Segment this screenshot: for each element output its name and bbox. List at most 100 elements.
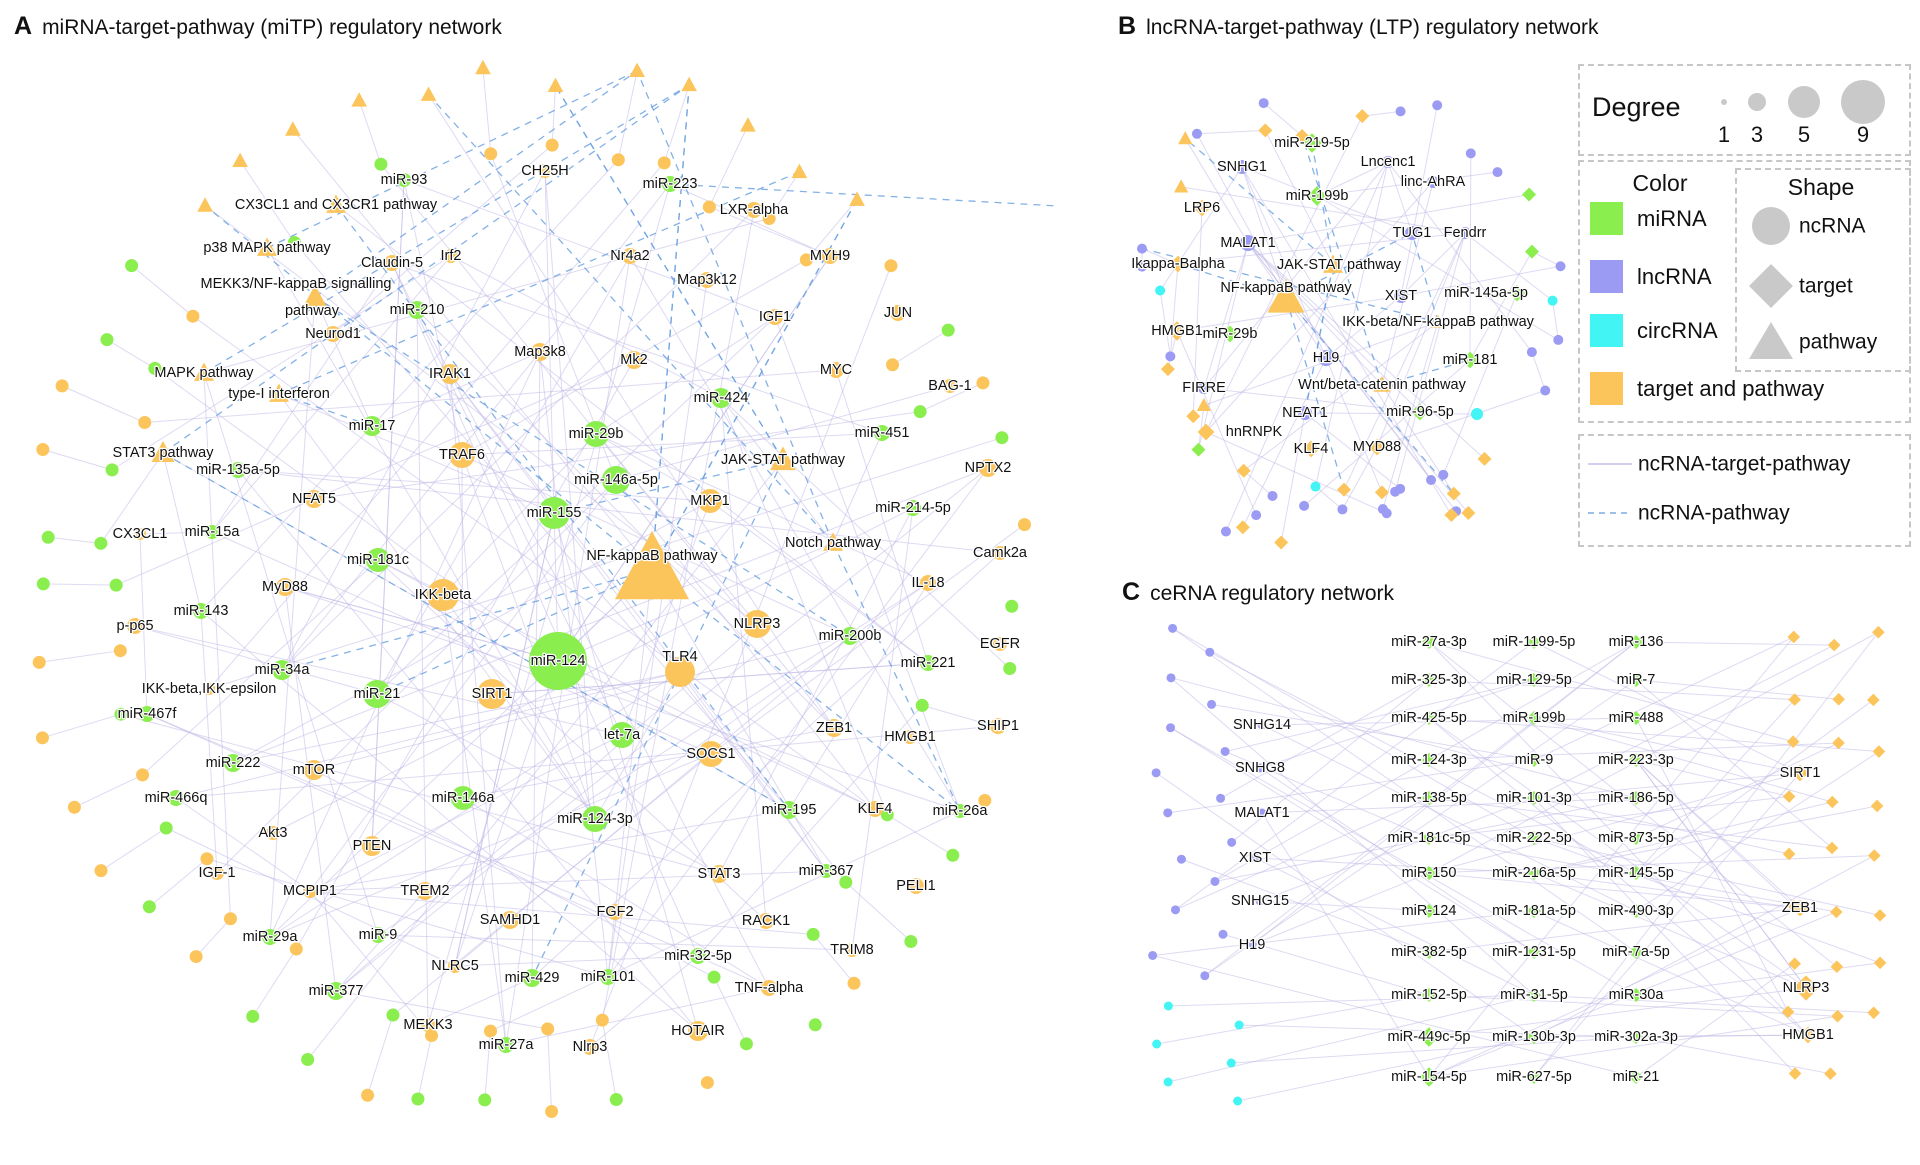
lncRNA-node [1191,128,1202,139]
lncRNA-node [1137,243,1147,254]
pathway-node [1196,397,1212,411]
ncRNA-target-pathway-edge [100,452,164,544]
node-label: miR-135a-5p [196,462,280,478]
ncRNA-target-pathway-edge [1428,907,1801,953]
target-node [541,1022,555,1036]
node-label: miR-488 [1609,710,1664,726]
ncRNA-target-pathway-edge [1155,772,1535,1038]
miRNA-node [114,707,128,721]
ncRNA-target-pathway-edge [1362,110,1401,117]
lncRNA-node [1216,793,1226,803]
circRNA-node [1310,481,1321,492]
ncRNA-target-pathway-edge [720,397,834,544]
ncRNA-target-pathway-edge [544,170,559,662]
ncRNA-target-pathway-edge [307,459,784,1060]
ncRNA-target-pathway-edge [454,635,851,967]
edges-solid [39,67,1881,1112]
ncRNA-target-pathway-edge [1175,797,1430,911]
circRNA-node [1234,1020,1244,1030]
ncRNA-target-pathway-edge [1176,330,1257,516]
node-label: Akt3 [258,825,287,841]
lncRNA-node [1220,526,1231,537]
target-diamond-node [1873,909,1887,922]
ncRNA-pathway-edge [531,459,784,979]
miRNA-diamond-node [1302,133,1322,153]
miRNA-diamond-node [1422,711,1436,725]
lncRNA-node [1540,385,1551,396]
node-label: SIRT1 [1780,765,1821,781]
node-label: Wnt/beta-catenin pathway [1298,377,1466,393]
node-label: TREM2 [400,883,449,899]
node-label: miR-30a [1609,987,1665,1003]
target-node [276,578,294,596]
lncRNA-node [1200,971,1210,981]
miRNA-diamond-node [1527,831,1541,845]
ncRNA-target-pathway-edge [1237,1036,1535,1102]
ncRNA-target-pathway-edge [48,536,101,544]
miRNA-diamond-node [1422,753,1436,767]
ncRNA-target-pathway-edge [1552,300,1559,340]
ncRNA-target-pathway-edge [887,814,954,856]
node-label: miR-124 [531,653,586,669]
ncRNA-target-pathway-edge [377,582,929,936]
ncRNA-target-pathway-edge [547,1028,553,1112]
ncRNA-target-pathway-edge [272,507,914,834]
node-label: miR-26a [933,803,989,819]
node-label: SOCS1 [686,746,735,762]
miRNA-diamond-node [1527,1030,1541,1044]
ncRNA-target-pathway-edge [237,469,711,502]
miRNA-node [609,722,635,748]
panel-b-letter: B [1118,12,1137,40]
ncRNA-target-pathway-edge [709,500,929,664]
target-node [582,1039,598,1055]
ncRNA-target-pathway-edge [1464,232,1553,302]
lncRNA-node [1395,106,1406,117]
ncRNA-target-pathway-edge [1176,295,1402,332]
lncRNA-node [1255,896,1265,906]
legend-color-item: lncRNA [1590,260,1712,293]
node-label: SHIP1 [977,718,1019,734]
ncRNA-target-pathway-edge [149,858,208,908]
target-node [822,248,838,264]
node-label: miR-367 [799,863,854,879]
node-label: miR-222 [206,755,261,771]
ncRNA-target-pathway-edge [615,479,876,810]
target-node [903,730,917,744]
lncRNA-node [1166,723,1176,733]
miRNA-node [386,1008,400,1022]
ncRNA-target-pathway-edge [462,797,770,989]
target-diamond-node [1827,638,1841,652]
target-node [688,1021,708,1041]
ncRNA-target-pathway-edge [461,454,596,820]
ncRNA-target-pathway-edge [391,262,623,736]
ncRNA-target-pathway-edge [335,990,548,1030]
ncRNA-target-pathway-edge [1635,742,1839,839]
ncRNA-target-pathway-edge [708,125,749,208]
node-label: HMGB1 [1151,323,1203,339]
ncRNA-target-pathway-edge [788,582,929,811]
node-label: miR-199b [1286,188,1349,204]
ncRNA-target-pathway-edge [232,467,989,764]
node-label: NLRC5 [431,958,479,974]
target-node [545,138,559,152]
node-label: miR-467f [118,706,178,722]
miRNA-node [411,1092,425,1106]
node-label: Notch pathway [785,535,882,551]
miRNA-node [408,301,426,319]
circRNA-node [1471,408,1483,420]
miRNA-diamond-node [1629,904,1643,918]
node-label: Neurod1 [305,326,361,342]
ncRNA-target-pathway-edge [1316,171,1498,197]
target-diamond-node [1870,799,1884,813]
miRNA-diamond-node [1422,831,1436,845]
pathway-node [681,76,697,92]
node-label: pathway [285,303,340,319]
node-label: miR-1199-5p [1493,634,1576,650]
ncRNA-target-pathway-edge [1261,724,1637,912]
ncRNA-target-pathway-edge [266,247,596,820]
ncRNA-target-pathway-edge [1251,872,1430,946]
miRNA-node [707,970,721,984]
miRNA-node [193,603,209,619]
ncRNA-target-pathway-edge [1316,161,1389,197]
lncRNA-node [1166,673,1176,683]
